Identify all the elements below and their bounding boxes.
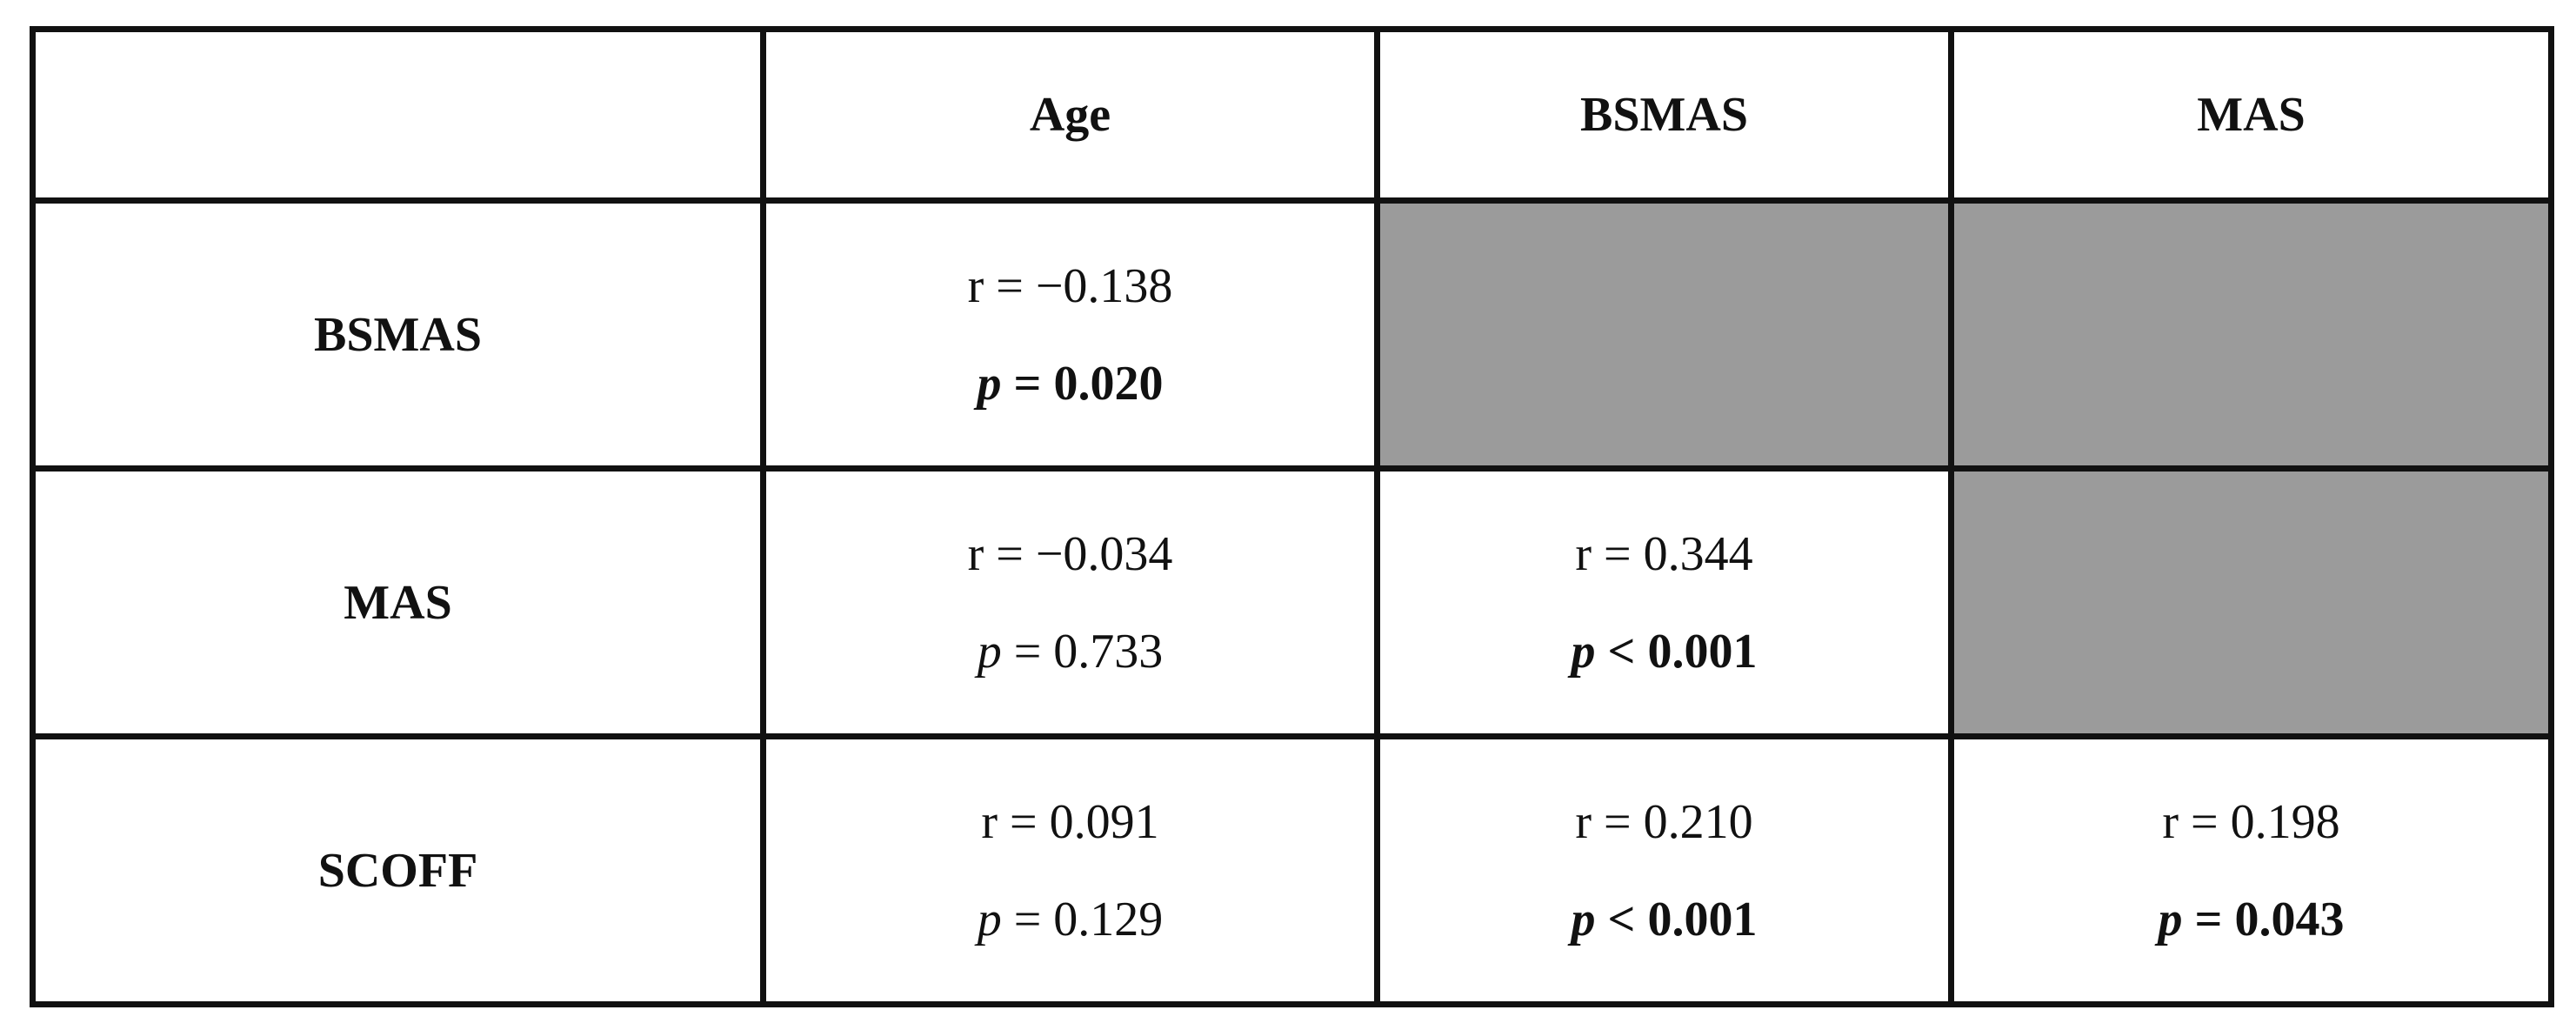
p-value: p < 0.001 (1380, 603, 1948, 700)
r-value: r = 0.091 (981, 794, 1159, 849)
cell-bsmas-bsmas-shaded (1374, 197, 1954, 472)
table-row-scoff: SCOFF r = 0.091 p = 0.129 r = 0.210 p < … (30, 733, 2554, 1007)
p-value: p < 0.001 (1380, 871, 1948, 968)
cell-scoff-mas: r = 0.198 p = 0.043 (1948, 733, 2554, 1007)
r-value: r = 0.210 (1575, 794, 1753, 849)
p-rest: = 0.733 (1001, 624, 1164, 679)
r-value: r = −0.138 (967, 258, 1173, 313)
correlation-table-container: Age BSMAS MAS BSMAS r = −0.138 p = 0.020… (30, 26, 2554, 1007)
p-rest: = 0.020 (1001, 356, 1164, 411)
p-value: p = 0.733 (766, 603, 1374, 700)
p-value: p = 0.020 (766, 335, 1374, 432)
p-symbol: p (977, 356, 1002, 411)
table-row-mas: MAS r = −0.034 p = 0.733 r = 0.344 p < 0… (30, 465, 2554, 739)
p-rest: = 0.129 (1001, 892, 1164, 946)
cell-bsmas-age: r = −0.138 p = 0.020 (760, 197, 1380, 472)
p-rest: = 0.043 (2182, 892, 2345, 946)
column-header-mas: MAS (1948, 26, 2554, 204)
p-symbol: p (1571, 892, 1596, 946)
p-rest: < 0.001 (1595, 624, 1758, 679)
p-value: p = 0.043 (1954, 871, 2548, 968)
cell-bsmas-mas-shaded (1948, 197, 2554, 472)
cell-scoff-bsmas: r = 0.210 p < 0.001 (1374, 733, 1954, 1007)
row-header-mas: MAS (30, 465, 766, 739)
corner-cell (30, 26, 766, 204)
p-value: p = 0.129 (766, 871, 1374, 968)
r-value: r = −0.034 (967, 526, 1173, 581)
row-header-scoff: SCOFF (30, 733, 766, 1007)
p-symbol: p (977, 892, 1002, 946)
p-symbol: p (2158, 892, 2183, 946)
header-row: Age BSMAS MAS (30, 26, 2554, 204)
r-value: r = 0.344 (1575, 526, 1753, 581)
p-symbol: p (977, 624, 1002, 679)
p-symbol: p (1571, 624, 1596, 679)
cell-mas-bsmas: r = 0.344 p < 0.001 (1374, 465, 1954, 739)
cell-mas-mas-shaded (1948, 465, 2554, 739)
p-rest: < 0.001 (1595, 892, 1758, 946)
r-value: r = 0.198 (2162, 794, 2340, 849)
table-row-bsmas: BSMAS r = −0.138 p = 0.020 (30, 197, 2554, 472)
column-header-bsmas: BSMAS (1374, 26, 1954, 204)
correlation-table: Age BSMAS MAS BSMAS r = −0.138 p = 0.020… (30, 26, 2554, 1007)
cell-scoff-age: r = 0.091 p = 0.129 (760, 733, 1380, 1007)
cell-mas-age: r = −0.034 p = 0.733 (760, 465, 1380, 739)
row-header-bsmas: BSMAS (30, 197, 766, 472)
column-header-age: Age (760, 26, 1380, 204)
